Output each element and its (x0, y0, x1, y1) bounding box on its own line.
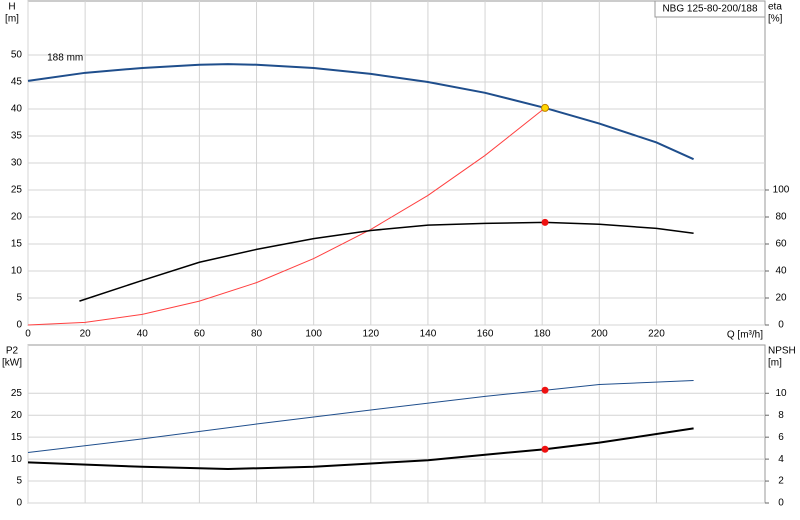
x-tick-label: 100 (305, 329, 322, 340)
y2-tick-label: 10 (775, 388, 787, 399)
y-tick-label: 35 (11, 131, 23, 142)
y2-tick-label: 0 (778, 498, 784, 509)
x-tick-label: 40 (137, 329, 149, 340)
y2-axis-label: eta (768, 2, 782, 13)
title-box (654, 0, 766, 18)
x-tick-label: 140 (420, 329, 437, 340)
y-tick-label: 10 (11, 454, 23, 465)
y-tick-label: 0 (16, 320, 22, 331)
y-axis-unit: [m] (5, 14, 19, 25)
x-tick-label: 220 (648, 329, 665, 340)
curve (27, 380, 694, 454)
y-tick-label: 45 (11, 77, 23, 88)
y2-tick-label: 40 (775, 266, 787, 277)
curve (79, 221, 694, 302)
y-tick-label: 5 (16, 293, 22, 304)
curve (27, 63, 695, 161)
x-axis-label: Q [m³/h] (727, 330, 763, 341)
x-tick-label: 200 (591, 329, 608, 340)
y2-tick-label: 100 (773, 185, 790, 196)
y2-tick-label: 60 (775, 239, 787, 250)
x-tick-label: 120 (362, 329, 379, 340)
curve (27, 107, 546, 326)
y2-tick-label: 2 (778, 476, 784, 487)
x-tick-label: 80 (251, 329, 263, 340)
x-tick-label: 0 (25, 329, 31, 340)
plot-area (27, 344, 766, 504)
curve-label: 188 mm (47, 52, 83, 63)
y2-axis-label: NPSH (768, 346, 796, 357)
y-tick-label: 20 (11, 410, 23, 421)
y-tick-label: 15 (11, 239, 23, 250)
x-tick-label: 160 (477, 329, 494, 340)
operating-point (541, 103, 550, 112)
y-tick-label: 30 (11, 158, 23, 169)
operating-point (541, 218, 549, 226)
y2-tick-label: 80 (775, 212, 787, 223)
y-axis-label: P2 (6, 346, 19, 357)
x-tick-label: 60 (194, 329, 206, 340)
curve (27, 427, 694, 470)
operating-point (541, 445, 549, 453)
y2-tick-label: 6 (778, 432, 784, 443)
y-axis-unit: [kW] (2, 358, 22, 369)
x-tick-label: 20 (80, 329, 92, 340)
y-tick-label: 10 (11, 266, 23, 277)
y-tick-label: 25 (11, 185, 23, 196)
y-tick-label: 40 (11, 104, 23, 115)
chart-title: NBG 125-80-200/188 (662, 4, 758, 15)
y-tick-label: 5 (16, 476, 22, 487)
operating-point (541, 386, 549, 394)
y-tick-label: 15 (11, 432, 23, 443)
y2-tick-label: 4 (778, 454, 784, 465)
x-tick-label: 180 (534, 329, 551, 340)
y2-axis-unit: [%] (768, 14, 783, 25)
y-tick-label: 50 (11, 50, 23, 61)
y2-tick-label: 20 (775, 293, 787, 304)
y-tick-label: 0 (16, 498, 22, 509)
y2-axis-unit: [m] (768, 358, 782, 369)
y-axis-label: H (8, 2, 15, 13)
y-tick-label: 20 (11, 212, 23, 223)
y-tick-label: 25 (11, 388, 23, 399)
y2-tick-label: 0 (778, 320, 784, 331)
y2-tick-label: 8 (778, 410, 784, 421)
